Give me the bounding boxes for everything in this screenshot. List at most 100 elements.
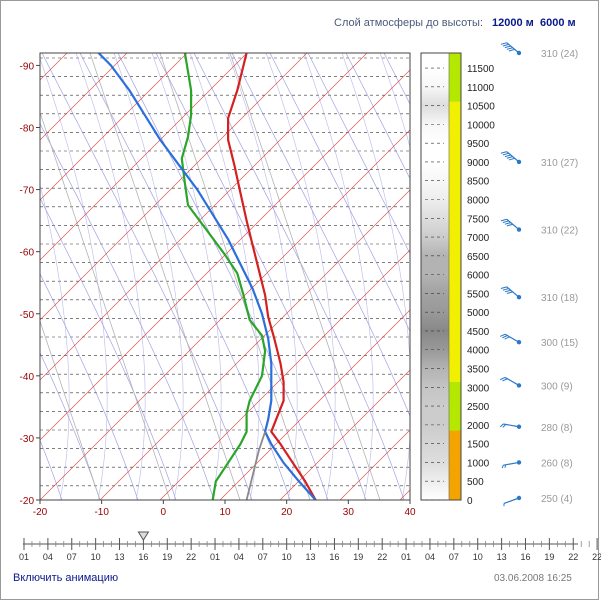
height-column-border — [420, 52, 462, 501]
wind-barb-feather — [506, 156, 513, 159]
series-temperature-line — [227, 53, 317, 500]
moist-adiabat — [341, 53, 410, 500]
timeline-label: 13 — [306, 552, 316, 562]
y-tick-label: -40 — [20, 372, 35, 383]
height-label: 9000 — [467, 158, 490, 169]
mixing-ratio-line — [229, 53, 381, 500]
wind-barb: 300 (9) — [499, 376, 573, 392]
height-label: 5000 — [467, 308, 490, 319]
stability-band — [449, 101, 461, 382]
height-label: 9500 — [467, 139, 490, 150]
height-6000-link[interactable]: 6000 м — [540, 17, 576, 29]
height-label: 2500 — [467, 402, 490, 413]
cloud-profile — [421, 53, 449, 500]
isotherm — [219, 309, 410, 500]
wind-barb-feather — [502, 43, 509, 47]
height-label: 4000 — [467, 346, 490, 357]
wind-barb-feather — [500, 42, 507, 45]
wind-barb: 250 (4) — [503, 494, 573, 507]
isotherm — [40, 53, 128, 141]
wind-barb-feather — [502, 288, 509, 291]
dry-adiabat — [307, 53, 410, 255]
timeline-label: 01 — [19, 552, 29, 562]
timeline-label: 04 — [234, 552, 244, 562]
wind-barb-shaft — [503, 461, 520, 466]
wind-label: 250 (4) — [541, 494, 573, 505]
wind-barb-shaft — [506, 218, 520, 231]
dry-adiabat — [231, 53, 410, 417]
stability-band — [449, 53, 461, 102]
series-dewpoint-line — [180, 53, 267, 500]
height-label: 11000 — [467, 83, 495, 94]
wind-barb-feather — [504, 336, 510, 340]
timeline-label: 13 — [115, 552, 125, 562]
timeline[interactable]: 01 04 07 10 13 16 19 22 01 04 07 10 13 16 19 22 01 04 07 10… — [19, 531, 601, 562]
y-tick-label: -70 — [20, 186, 35, 197]
dry-adiabat — [41, 53, 253, 500]
wind-barb-feather — [502, 335, 508, 339]
height-12000-link[interactable]: 12000 м — [492, 17, 534, 29]
moist-adiabat — [303, 53, 374, 500]
wind-barb-feather — [504, 45, 511, 49]
stability-band — [449, 381, 461, 431]
height-label: 10500 — [467, 102, 495, 113]
height-label: 6500 — [467, 252, 490, 263]
timeline-marker[interactable] — [137, 531, 150, 541]
wind-barb-shaft — [503, 423, 520, 428]
height-label: 1000 — [467, 458, 490, 469]
height-label: 1500 — [467, 440, 490, 451]
x-tick-label: -10 — [94, 507, 109, 518]
wind-label: 310 (24) — [541, 49, 578, 60]
isotherm — [40, 53, 188, 201]
moist-adiabat — [40, 183, 70, 500]
height-label: 2000 — [467, 421, 490, 432]
timeline-label: 01 — [401, 552, 411, 562]
wind-barb-feather — [506, 47, 513, 50]
moist-adiabat — [227, 53, 298, 500]
y-tick-label: -60 — [20, 248, 35, 259]
timeline-label: 04 — [43, 552, 53, 562]
stability-band — [449, 430, 461, 500]
wind-barb-shaft — [504, 333, 520, 343]
height-label: 8500 — [467, 177, 490, 188]
timeline-label: 10 — [473, 552, 483, 562]
wind-barb-station — [516, 294, 522, 300]
timeline-label: 22 — [377, 552, 387, 562]
animation-link[interactable]: Включить анимацию — [13, 572, 119, 584]
wind-barb-shaft — [506, 42, 520, 54]
isotherm — [279, 369, 410, 500]
wind-column: 310 (24) 310 (27) 310 (22) 310 (18) 300 (15)… — [499, 42, 578, 507]
plot-area — [40, 53, 410, 500]
dry-adiabat — [345, 53, 410, 180]
height-label: 8000 — [467, 195, 490, 206]
x-tick-label: 0 — [161, 507, 167, 518]
wind-barb-station — [516, 460, 522, 465]
wind-barb-feather — [504, 154, 511, 158]
wind-barb: 280 (8) — [499, 423, 573, 434]
wind-barb-station — [516, 159, 522, 165]
mixing-ratio-line — [40, 319, 101, 500]
moist-adiabat — [265, 53, 336, 500]
dry-adiabat — [40, 197, 177, 500]
wind-barb-feather — [502, 220, 509, 224]
wind-barb: 260 (8) — [501, 458, 573, 469]
timeline-label: 16 — [520, 552, 530, 562]
wind-barb-shaft — [506, 151, 520, 163]
wind-label: 300 (15) — [541, 338, 578, 349]
height-label: 5500 — [467, 289, 490, 300]
wind-barb-feather — [508, 48, 515, 52]
wind-barb-feather — [502, 424, 507, 428]
moist-adiabat — [151, 53, 222, 500]
wind-barb: 310 (27) — [500, 151, 578, 169]
wind-barb-station — [516, 340, 522, 345]
height-label: 0 — [467, 496, 473, 507]
y-tick-label: -30 — [20, 434, 35, 445]
dry-adiabat — [193, 53, 405, 500]
timeline-label: 19 — [162, 552, 172, 562]
dry-adiabat — [40, 122, 215, 500]
x-tick-label: 30 — [343, 507, 355, 518]
wind-barb-feather — [506, 223, 513, 227]
wind-barb-shaft — [504, 376, 520, 386]
isotherm — [40, 129, 410, 500]
